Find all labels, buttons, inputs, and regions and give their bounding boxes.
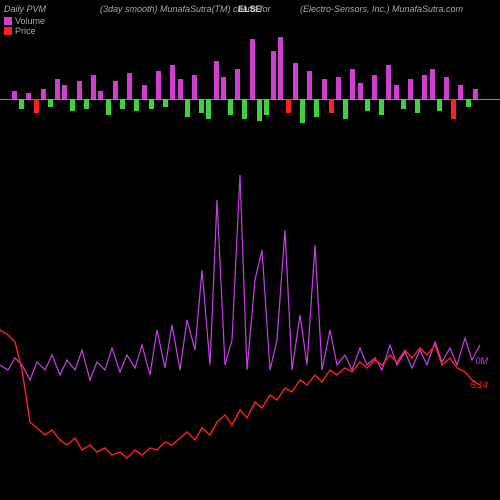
volume-bar: [271, 51, 276, 99]
volume-bar: [106, 99, 111, 115]
volume-bar: [199, 99, 204, 113]
volume-bar: [206, 99, 211, 119]
volume-bar: [264, 99, 269, 115]
volume-bar: [358, 83, 363, 99]
volume-bar: [48, 99, 53, 107]
volume-bar: [91, 75, 96, 99]
volume-bar: [156, 71, 161, 99]
volume-bar: [242, 99, 247, 119]
volume-bar: [142, 85, 147, 99]
volume-bar: [127, 73, 132, 99]
volume-bar: [430, 69, 435, 99]
volume-line: [0, 175, 480, 380]
volume-bar: [451, 99, 456, 119]
volume-bar: [113, 81, 118, 99]
title-ticker: ELSE: [238, 4, 262, 14]
lines-svg: [0, 170, 490, 490]
volume-bar: [257, 99, 262, 121]
volume-bar: [192, 75, 197, 99]
volume-bar: [278, 37, 283, 99]
lower-line-chart: 0M 5.14: [0, 170, 490, 490]
volume-bar: [84, 99, 89, 109]
volume-bar: [214, 61, 219, 99]
volume-bar: [300, 99, 305, 123]
volume-end-label: 0M: [475, 356, 488, 366]
volume-bar: [178, 79, 183, 99]
volume-bar: [307, 71, 312, 99]
volume-bar: [458, 85, 463, 99]
price-end-label: 5.14: [470, 380, 488, 390]
volume-bar: [185, 99, 190, 117]
volume-bar: [26, 93, 31, 99]
legend-volume-label: Volume: [15, 16, 45, 26]
volume-bar: [163, 99, 168, 107]
volume-bar: [293, 63, 298, 99]
volume-bar: [314, 99, 319, 117]
volume-bar: [365, 99, 370, 111]
volume-bar: [286, 99, 291, 113]
volume-bar: [343, 99, 348, 119]
volume-bar: [379, 99, 384, 115]
volume-bar: [228, 99, 233, 115]
volume-bar: [41, 89, 46, 99]
volume-bar: [372, 75, 377, 99]
title-company: (Electro-Sensors, Inc.) MunafaSutra.com: [300, 4, 463, 14]
volume-bars: [12, 34, 480, 164]
volume-bar: [322, 79, 327, 99]
volume-bar: [329, 99, 334, 113]
volume-bar: [221, 77, 226, 99]
price-line: [0, 330, 480, 458]
volume-bar: [98, 91, 103, 99]
volume-bar: [473, 89, 478, 99]
upper-volume-chart: [0, 34, 490, 164]
volume-bar: [422, 75, 427, 99]
volume-bar: [170, 65, 175, 99]
volume-bar: [12, 91, 17, 99]
volume-bar: [350, 69, 355, 99]
legend: Volume Price: [4, 16, 45, 36]
volume-bar: [250, 39, 255, 99]
volume-bar: [120, 99, 125, 109]
volume-bar: [134, 99, 139, 111]
title-left: Daily PVM: [4, 4, 46, 14]
volume-bar: [70, 99, 75, 111]
volume-swatch: [4, 17, 12, 25]
volume-bar: [408, 79, 413, 99]
volume-bar: [401, 99, 406, 109]
volume-bar: [444, 77, 449, 99]
volume-bar: [149, 99, 154, 109]
volume-bar: [437, 99, 442, 111]
volume-bar: [62, 85, 67, 99]
volume-bar: [34, 99, 39, 113]
volume-bar: [77, 81, 82, 99]
volume-bar: [336, 77, 341, 99]
volume-bar: [466, 99, 471, 107]
volume-bar: [386, 65, 391, 99]
volume-bar: [394, 85, 399, 99]
chart-header: Daily PVM (3day smooth) MunafaSutra(TM) …: [0, 2, 500, 32]
volume-bar: [415, 99, 420, 113]
volume-bar: [19, 99, 24, 109]
volume-bar: [235, 69, 240, 99]
volume-bar: [55, 79, 60, 99]
legend-volume: Volume: [4, 16, 45, 26]
